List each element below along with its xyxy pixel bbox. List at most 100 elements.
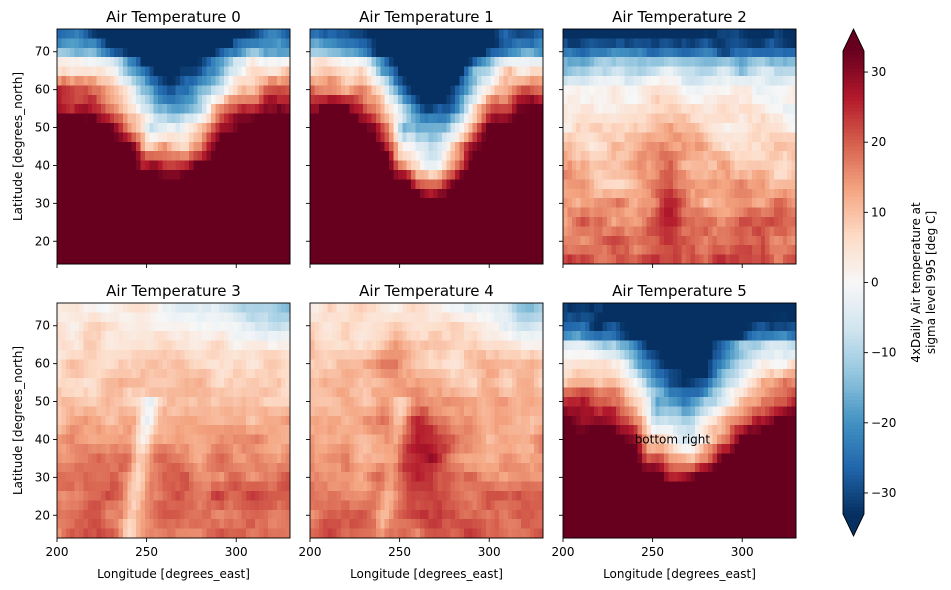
heatmap-cell [162, 254, 168, 265]
heatmap-cell [415, 123, 421, 133]
heatmap-cell [314, 235, 320, 246]
heatmap-cell [87, 170, 93, 180]
heatmap-cell [642, 245, 648, 256]
heatmap-cell [232, 123, 238, 133]
heatmap-cell [61, 378, 67, 389]
heatmap-cell [593, 170, 599, 180]
heatmap-cell [668, 160, 674, 171]
heatmap-cell [65, 509, 71, 520]
heatmap-cell [61, 245, 67, 256]
heatmap-cell [699, 160, 705, 171]
heatmap-cell [180, 387, 186, 398]
heatmap-cell [162, 47, 168, 58]
heatmap-cell [655, 29, 661, 39]
heatmap-cell [57, 500, 62, 511]
heatmap-cell [534, 104, 540, 115]
heatmap-cell [336, 85, 342, 96]
heatmap-cell [184, 331, 190, 342]
heatmap-cell [87, 444, 93, 454]
heatmap-cell [708, 94, 714, 105]
heatmap-cell [494, 47, 500, 58]
heatmap-cell [180, 462, 186, 473]
heatmap-cell [259, 198, 265, 209]
heatmap-cell [406, 226, 412, 237]
heatmap-cell [127, 397, 133, 407]
heatmap-cell [756, 207, 762, 218]
heatmap-cell [345, 160, 351, 171]
heatmap-cell [87, 528, 93, 539]
heatmap-cell [210, 47, 216, 58]
heatmap-cell [512, 85, 518, 96]
heatmap-cell [158, 94, 164, 105]
heatmap-cell [747, 160, 753, 171]
heatmap-cell [246, 217, 252, 227]
heatmap-cell [349, 226, 355, 237]
heatmap-cell [175, 350, 181, 360]
heatmap-cell [331, 47, 337, 58]
heatmap-cell [215, 198, 221, 209]
heatmap-cell [485, 151, 491, 162]
heatmap-cell [375, 38, 381, 49]
heatmap-cell [340, 207, 346, 218]
heatmap-cell [171, 425, 177, 436]
heatmap-cell [268, 57, 274, 68]
heatmap-cell [140, 123, 146, 133]
heatmap-cell [589, 47, 595, 58]
heatmap-cell [197, 217, 203, 227]
heatmap-cell [787, 254, 793, 265]
heatmap-cell [760, 207, 766, 218]
heatmap-cell [140, 198, 146, 209]
heatmap-cell [118, 491, 124, 501]
heatmap-cell [584, 29, 590, 39]
heatmap-cell [450, 245, 456, 256]
heatmap-cell [74, 425, 80, 436]
heatmap-cell [131, 217, 137, 227]
heatmap-cell [752, 235, 758, 246]
heatmap-cell [232, 66, 238, 77]
heatmap-cell [521, 235, 527, 246]
heatmap-cell [118, 113, 124, 124]
heatmap-cell [563, 141, 568, 152]
heatmap-cell [237, 104, 243, 115]
heatmap-cell [122, 226, 128, 237]
heatmap-cell [314, 207, 320, 218]
heatmap-cell [259, 38, 265, 49]
heatmap-cell [380, 245, 386, 256]
heatmap-cell [224, 378, 230, 389]
heatmap-cell [650, 94, 656, 105]
heatmap-cell [721, 141, 727, 152]
heatmap-cell [730, 113, 736, 124]
heatmap-cell [437, 57, 443, 68]
heatmap-cell [149, 66, 155, 77]
heatmap-cell [318, 47, 324, 58]
heatmap-cell [149, 132, 155, 143]
heatmap-cell [650, 113, 656, 124]
heatmap-cell [250, 170, 256, 180]
heatmap-cell [397, 160, 403, 171]
heatmap-cell [215, 188, 221, 199]
heatmap-cell [232, 29, 238, 39]
heatmap-cell [358, 85, 364, 96]
heatmap-cell [219, 170, 225, 180]
heatmap-cell [725, 188, 731, 199]
heatmap-cell [620, 104, 626, 115]
heatmap-cell [650, 66, 656, 77]
heatmap-cell [114, 425, 120, 436]
heatmap-cell [397, 207, 403, 218]
heatmap-cell [188, 113, 194, 124]
heatmap-cell [100, 350, 106, 360]
heatmap-cell [402, 245, 408, 256]
heatmap-cell [525, 123, 531, 133]
heatmap-cell [393, 47, 399, 58]
heatmap-cell [184, 217, 190, 227]
heatmap-cell [105, 397, 111, 407]
heatmap-cell [193, 85, 199, 96]
heatmap-cell [538, 132, 544, 143]
heatmap-cell [272, 217, 278, 227]
heatmap-cell [712, 47, 718, 58]
heatmap-cell [463, 226, 469, 237]
heatmap-cell [74, 170, 80, 180]
heatmap-cell [712, 94, 718, 105]
heatmap-cell [331, 160, 337, 171]
heatmap-cell [57, 76, 62, 86]
